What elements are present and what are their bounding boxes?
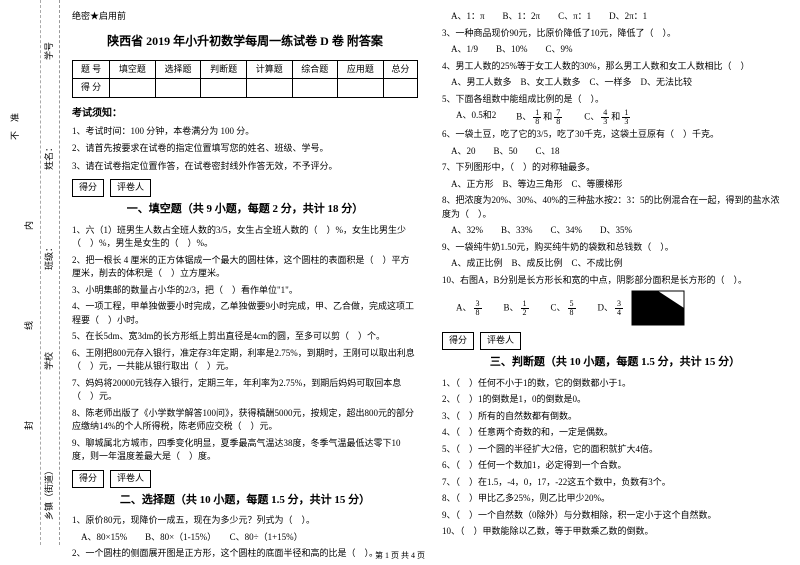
score-box-a3: 得分 bbox=[442, 332, 474, 350]
s1q4: 4、一项工程，甲单独做要小时完成，乙单独做要9小时完成，甲、乙合做，完成这项工程… bbox=[72, 300, 418, 327]
field-xingming: 姓名： bbox=[42, 143, 55, 170]
q5a: A、0.5和2 bbox=[456, 109, 496, 126]
seal-xian: 线 bbox=[22, 321, 35, 330]
s2q7o: A、正方形 B、等边三角形 C、等腰梯形 bbox=[442, 178, 788, 192]
s2q6: 6、一袋土豆，吃了它的3/5，吃了30千克，这袋土豆原有（ ）千克。 bbox=[442, 128, 788, 142]
s2q5: 5、下面各组数中能组成比例的是（ ）。 bbox=[442, 93, 788, 107]
field-xiangzhen: 乡镇（街道） bbox=[42, 466, 55, 520]
q10a: A、38 bbox=[456, 300, 484, 317]
notice-1: 1、考试时间：100 分钟，本卷满分为 100 分。 bbox=[72, 125, 418, 139]
sec2-title: 二、选择题（共 10 小题，每题 1.5 分，共计 15 分） bbox=[72, 492, 418, 509]
s1q1: 1、六（1）班男生人数占全班人数的3/5，女生占全班人数的（ ）%，女生比男生少… bbox=[72, 224, 418, 251]
sec1-score-row: 得分 评卷人 bbox=[72, 179, 418, 197]
s2q3: 3、一种商品现价90元，比原价降低了10元，降低了（ ）。 bbox=[442, 27, 788, 41]
notice-3: 3、请在试卷指定位置作答，在试卷密封线外作答无效，不予评分。 bbox=[72, 160, 418, 174]
sec3-title: 三、判断题（共 10 小题，每题 1.5 分，共计 15 分） bbox=[442, 354, 788, 371]
score-header-row: 题 号 填空题 选择题 判断题 计算题 综合题 应用题 总分 bbox=[73, 60, 418, 79]
q5c: C、43和13 bbox=[584, 109, 632, 126]
th7: 总分 bbox=[383, 60, 417, 79]
binding-margin: 学号 姓名： 班级： 学校 乡镇（街道） 内 线 封 不 准 bbox=[0, 0, 60, 545]
s2q8o: A、32% B、33% C、34% D、35% bbox=[442, 224, 788, 238]
th3: 判断题 bbox=[201, 60, 247, 79]
q10d: D、34 bbox=[598, 300, 626, 317]
left-column: 绝密★启用前 陕西省 2019 年小升初数学每周一练试卷 D 卷 附答案 题 号… bbox=[60, 0, 430, 545]
score-table: 题 号 填空题 选择题 判断题 计算题 综合题 应用题 总分 得 分 bbox=[72, 60, 418, 98]
s2q5-opts: A、0.5和2 B、18和78 C、43和13 bbox=[456, 109, 788, 126]
score-box-a: 得分 bbox=[72, 179, 104, 197]
s2q1o: A、80×15% B、80×（1-15%） C、80÷（1+15%） bbox=[72, 531, 418, 545]
s3q6: 6、（ ）任何一个数加1，必定得到一个合数。 bbox=[442, 459, 788, 473]
th1: 填空题 bbox=[110, 60, 156, 79]
th4: 计算题 bbox=[246, 60, 292, 79]
field-xuexiao: 学校 bbox=[42, 352, 55, 370]
seal-feng: 封 bbox=[22, 421, 35, 430]
score-box-b2: 评卷人 bbox=[110, 470, 151, 488]
notice-header: 考试须知： bbox=[72, 106, 418, 121]
s2q9: 9、一袋纯牛奶1.50元，购买纯牛奶的袋数和总钱数（ ）。 bbox=[442, 241, 788, 255]
field-xuehao: 学号 bbox=[42, 42, 55, 60]
s3q10: 10、（ ）甲数能除以乙数，等于甲数乘乙数的倒数。 bbox=[442, 525, 788, 539]
score-box-b3: 评卷人 bbox=[480, 332, 521, 350]
page-footer: 第 1 页 共 4 页 bbox=[0, 550, 800, 561]
secret-label: 绝密★启用前 bbox=[72, 10, 418, 24]
s2q7: 7、下列图形中，（ ）的对称轴最多。 bbox=[442, 161, 788, 175]
exam-title: 陕西省 2019 年小升初数学每周一练试卷 D 卷 附答案 bbox=[72, 32, 418, 50]
score-value-row: 得 分 bbox=[73, 79, 418, 98]
s1q2: 2、把一根长 4 厘米的正方体锯成一个最大的圆柱体，这个圆柱的表面积是（ ）平方… bbox=[72, 254, 418, 281]
s1q7: 7、妈妈将20000元钱存入银行，定期三年，年利率为2.75%，到期后妈妈可取回… bbox=[72, 377, 418, 404]
sec1-title: 一、填空题（共 9 小题，每题 2 分，共计 18 分） bbox=[72, 201, 418, 218]
s2q10-opts: A、38 B、12 C、58 D、34 bbox=[456, 300, 625, 317]
s3q9: 9、（ ）一个自然数（0除外）与分数相除，积一定小于这个自然数。 bbox=[442, 509, 788, 523]
s2q8: 8、把浓度为20%、30%、40%的三种盐水按2：3：5的比例混合在一起，得到的… bbox=[442, 194, 788, 221]
sec2-score-row: 得分 评卷人 bbox=[72, 470, 418, 488]
svg-text:A: A bbox=[657, 290, 663, 292]
s3q4: 4、（ ）任意两个奇数的和，一定是偶数。 bbox=[442, 426, 788, 440]
s2q1: 1、原价80元，现降价一成五，现在为多少元？列式为（ ）。 bbox=[72, 514, 418, 528]
tv0: 得 分 bbox=[73, 79, 110, 98]
s3q7: 7、（ ）在1.5，-4，0，17，-22这五个数中，负数有3个。 bbox=[442, 476, 788, 490]
th6: 应用题 bbox=[338, 60, 384, 79]
s1q6: 6、王刚把800元存入银行，准定存3年定期，利率是2.75%，到期时，王刚可以取… bbox=[72, 347, 418, 374]
score-box-a2: 得分 bbox=[72, 470, 104, 488]
q10c: C、58 bbox=[551, 300, 578, 317]
s3q3: 3、（ ）所有的自然数都有倒数。 bbox=[442, 410, 788, 424]
seal-buzhun: 不 准 bbox=[8, 113, 21, 140]
s3q1: 1、（ ）任何不小于1的数，它的倒数都小于1。 bbox=[442, 377, 788, 391]
s2q4o: A、男工人数多 B、女工人数多 C、一样多 D、无法比较 bbox=[442, 76, 788, 90]
rectangle-diagram: A B bbox=[631, 290, 685, 326]
s1q5: 5、在长5dm、宽3dm的长方形纸上剪出直径是4cm的圆，至多可以剪（ ）个。 bbox=[72, 330, 418, 344]
s2q9o: A、成正比例 B、成反比例 C、不成比例 bbox=[442, 257, 788, 271]
score-box-b: 评卷人 bbox=[110, 179, 151, 197]
th0: 题 号 bbox=[73, 60, 110, 79]
seal-nei: 内 bbox=[22, 221, 35, 230]
q10b: B、12 bbox=[504, 300, 531, 317]
th2: 选择题 bbox=[155, 60, 201, 79]
s3q5: 5、（ ）一个圆的半径扩大2倍，它的面积就扩大4倍。 bbox=[442, 443, 788, 457]
s2q2o: A、1：π B、1：2π C、π：1 D、2π：1 bbox=[442, 10, 788, 24]
s2q10: 10、右图A，B分别是长方形长和宽的中点，阴影部分面积是长方形的（ ）。 bbox=[442, 274, 788, 288]
s2q4: 4、男工人数的25%等于女工人数的30%，那么男工人数和女工人数相比（ ） bbox=[442, 60, 788, 74]
sec3-score-row: 得分 评卷人 bbox=[442, 332, 788, 350]
s2q6o: A、20 B、50 C、18 bbox=[442, 145, 788, 159]
field-banji: 班级： bbox=[42, 243, 55, 270]
th5: 综合题 bbox=[292, 60, 338, 79]
s2q3o: A、1/9 B、10% C、9% bbox=[442, 43, 788, 57]
notice-2: 2、请首先按要求在试卷的指定位置填写您的姓名、班级、学号。 bbox=[72, 142, 418, 156]
s1q8: 8、陈老师出版了《小学数学解答100问》，获得稿酬5000元，按规定，超出800… bbox=[72, 407, 418, 434]
s3q2: 2、（ ）1的倒数是1，0的倒数是0。 bbox=[442, 393, 788, 407]
s3q8: 8、（ ）甲比乙多25%，则乙比甲少20%。 bbox=[442, 492, 788, 506]
s1q3: 3、小明集邮的数量占小华的2/3，把（ ）看作单位"1"。 bbox=[72, 284, 418, 298]
q5b: B、18和78 bbox=[516, 109, 564, 126]
s1q9: 9、聊城属北方城市，四季变化明显，夏季最高气温达38度，冬季气温最低达零下10度… bbox=[72, 437, 418, 464]
right-column: A、1：π B、1：2π C、π：1 D、2π：1 3、一种商品现价90元，比原… bbox=[430, 0, 800, 545]
